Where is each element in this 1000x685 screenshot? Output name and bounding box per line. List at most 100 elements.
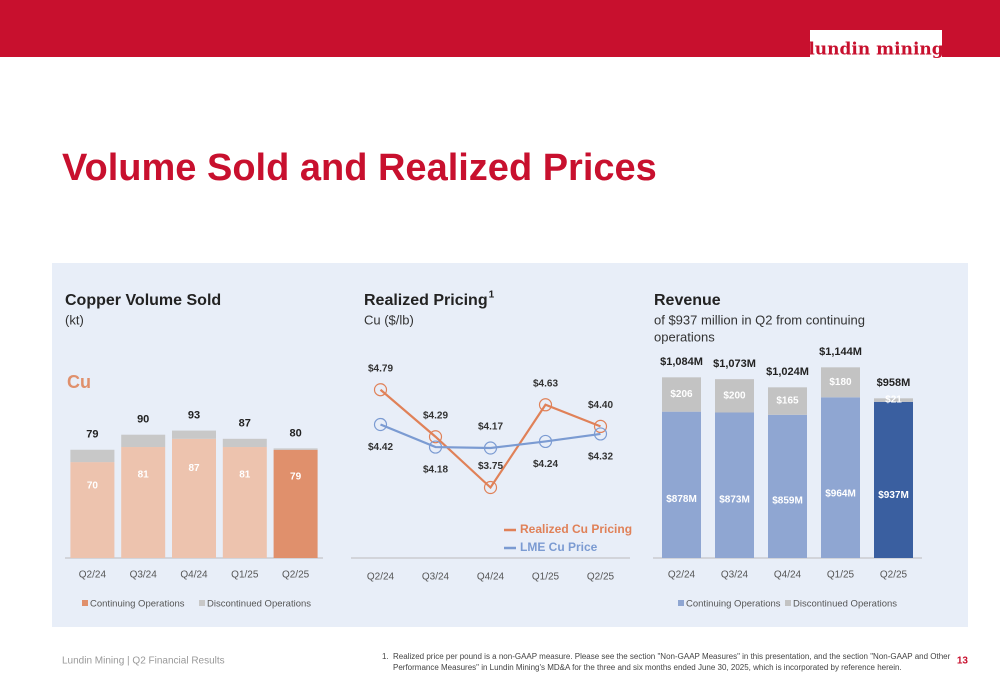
logo: lundin mining xyxy=(808,40,943,60)
bar-label: 70 xyxy=(87,481,99,492)
legend-label: Discontinued Operations xyxy=(207,599,311,610)
total-label: 93 xyxy=(188,409,200,421)
footnote-line: Performance Measures" in Lundin Mining's… xyxy=(393,663,902,672)
bar-segment xyxy=(121,447,166,558)
x-tick-label: Q2/25 xyxy=(880,570,908,581)
total-label: $1,144M xyxy=(819,346,862,358)
bar-label: $873M xyxy=(719,494,750,505)
legend-swatch xyxy=(678,600,684,606)
line xyxy=(379,388,601,490)
x-tick-label: Q1/25 xyxy=(532,572,560,583)
point-label: $3.75 xyxy=(478,461,503,472)
total-label: $958M xyxy=(877,377,911,389)
bar-segment xyxy=(121,434,166,448)
bar-segment xyxy=(70,462,115,558)
bar-segment xyxy=(662,411,701,558)
x-tick-label: Q2/24 xyxy=(79,570,107,581)
bar-segment xyxy=(768,387,807,415)
point-marker xyxy=(593,419,608,433)
logo-box xyxy=(810,30,942,62)
legend-label: LME Cu Price xyxy=(520,540,598,554)
bar-segment xyxy=(273,448,318,450)
point-label: $4.79 xyxy=(368,363,393,374)
bar-segment xyxy=(874,398,913,402)
bar-segment xyxy=(715,379,754,413)
total-label: 90 xyxy=(137,414,149,426)
bar-segment xyxy=(172,438,216,558)
x-tick-label: Q2/25 xyxy=(282,570,310,581)
bar-label: 87 xyxy=(188,463,200,474)
chart-subtitle: Cu ($/lb) xyxy=(364,312,414,327)
point-marker xyxy=(373,417,388,432)
title-note: 1 xyxy=(489,290,495,301)
chart-title: Revenue xyxy=(654,292,721,309)
bar-segment xyxy=(821,397,860,558)
slide-title: Volume Sold and Realized Prices xyxy=(62,147,657,189)
x-tick-label: Q3/24 xyxy=(130,570,158,581)
total-label: 87 xyxy=(239,418,251,430)
chart-title: Copper Volume Sold xyxy=(65,292,221,309)
legend-label: Realized Cu Pricing xyxy=(520,522,632,536)
x-tick-label: Q2/24 xyxy=(668,570,696,581)
bar-segment xyxy=(222,438,267,448)
bar-label: $964M xyxy=(825,488,856,499)
total-label: $1,024M xyxy=(766,366,809,378)
total-label: 80 xyxy=(289,427,301,439)
bar-label: $165 xyxy=(776,396,799,407)
bar-label: $878M xyxy=(666,494,697,505)
point-label: $4.18 xyxy=(423,465,448,476)
point-label: $4.32 xyxy=(588,452,613,463)
x-tick-label: Q3/24 xyxy=(721,570,749,581)
total-label: $1,084M xyxy=(660,356,703,368)
point-label: $4.17 xyxy=(478,422,503,433)
chart-subtitle: operations xyxy=(654,329,715,344)
page-number: 13 xyxy=(957,656,969,667)
bar-segment xyxy=(715,412,754,558)
x-tick-label: Q1/25 xyxy=(827,570,855,581)
total-label: $1,073M xyxy=(713,358,756,370)
bar-label: $21 xyxy=(885,395,902,406)
x-tick-label: Q4/24 xyxy=(774,570,802,581)
bar-label: 79 xyxy=(290,471,302,482)
point-label: $4.63 xyxy=(533,378,558,389)
point-marker xyxy=(428,440,443,454)
bar-label: $180 xyxy=(829,377,852,388)
point-marker xyxy=(593,427,608,441)
bar-segment xyxy=(172,430,216,439)
point-marker xyxy=(373,383,388,397)
bar-label: $206 xyxy=(670,389,693,400)
bar-label: $937M xyxy=(878,490,909,501)
point-marker xyxy=(483,480,498,495)
point-label: $4.29 xyxy=(423,410,448,421)
legend-swatch xyxy=(785,600,791,606)
bar-segment xyxy=(874,401,913,558)
x-tick-label: Q3/24 xyxy=(422,572,450,583)
bar-label: 81 xyxy=(138,469,150,480)
bar-segment xyxy=(768,414,807,558)
bar-segment xyxy=(662,377,701,412)
bar-segment xyxy=(821,367,860,398)
point-label: $4.24 xyxy=(533,459,558,470)
legend-label: Continuing Operations xyxy=(90,599,185,610)
x-tick-label: Q2/25 xyxy=(587,572,615,583)
bar-segment xyxy=(70,449,115,463)
bar-segment xyxy=(273,449,318,558)
legend-label: Discontinued Operations xyxy=(793,599,897,610)
legend-label: Continuing Operations xyxy=(686,599,781,610)
point-label: $4.42 xyxy=(368,442,393,453)
point-marker xyxy=(428,430,443,444)
footnote-number: 1. xyxy=(382,652,389,661)
x-tick-label: Q2/24 xyxy=(367,572,395,583)
legend-swatch xyxy=(82,600,88,606)
chart-subtitle: (kt) xyxy=(65,312,84,327)
footnote-line: Realized price per pound is a non-GAAP m… xyxy=(393,652,951,661)
x-tick-label: Q4/24 xyxy=(477,572,505,583)
footer: Lundin Mining | Q2 Financial Results xyxy=(62,656,225,667)
bar-segment xyxy=(222,447,267,558)
x-tick-label: Q4/24 xyxy=(180,570,208,581)
chart-title: Realized Pricing xyxy=(364,292,488,309)
point-marker xyxy=(538,398,553,412)
point-label: $4.40 xyxy=(588,400,613,411)
bar-label: 81 xyxy=(239,469,251,480)
